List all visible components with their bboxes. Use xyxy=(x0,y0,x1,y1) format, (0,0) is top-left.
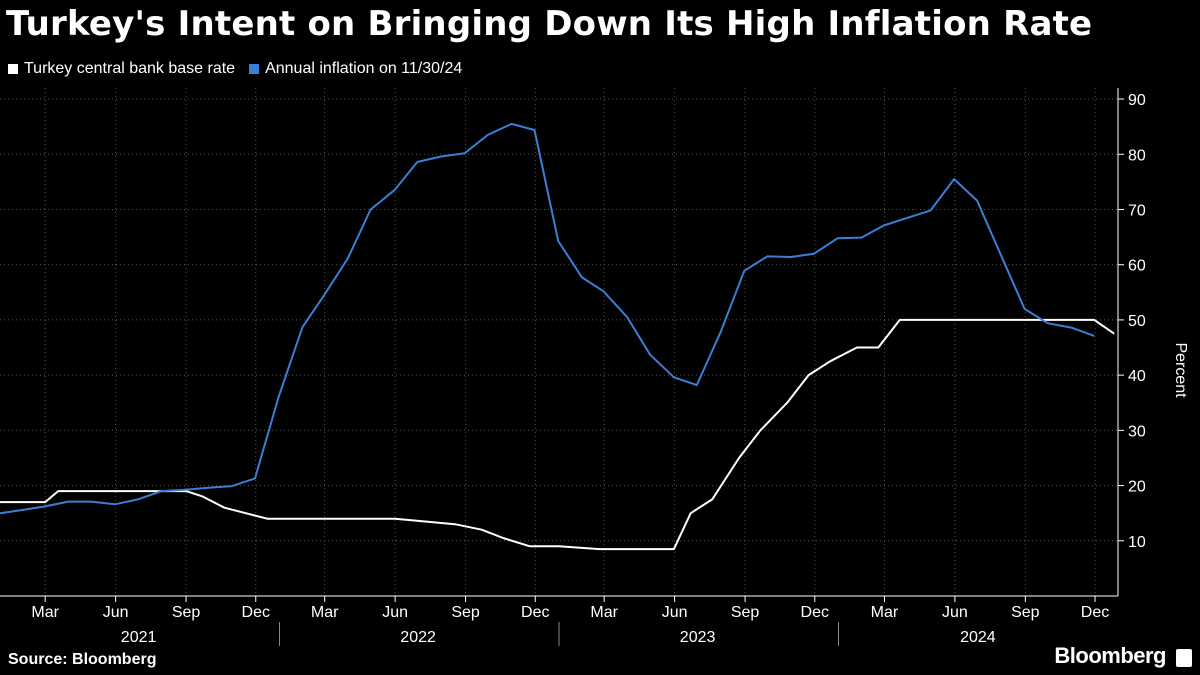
legend-item-base-rate: Turkey central bank base rate xyxy=(8,60,235,78)
x-tick-label: Sep xyxy=(1011,604,1040,621)
y-tick-label: 80 xyxy=(1128,147,1146,164)
source-note: Source: Bloomberg xyxy=(8,651,157,668)
y-tick-label: 30 xyxy=(1128,423,1146,440)
y-tick-label: 70 xyxy=(1128,202,1146,219)
y-tick-label: 20 xyxy=(1128,479,1146,496)
x-tick-label: Dec xyxy=(1081,604,1109,621)
x-year-label: 2023 xyxy=(680,629,716,646)
x-tick-label: Dec xyxy=(242,604,270,621)
x-tick-label: Jun xyxy=(382,604,408,621)
chart-title: Turkey's Intent on Bringing Down Its Hig… xyxy=(6,4,1093,44)
x-tick-label: Dec xyxy=(521,604,549,621)
x-tick-label: Mar xyxy=(31,604,59,621)
base-rate-line xyxy=(0,318,1115,551)
legend: Turkey central bank base rate Annual inf… xyxy=(8,60,462,78)
x-tick-label: Sep xyxy=(172,604,201,621)
legend-item-inflation: Annual inflation on 11/30/24 xyxy=(249,60,462,78)
y-tick-label: 10 xyxy=(1128,534,1146,551)
y-tick-label: 50 xyxy=(1128,313,1146,330)
legend-label-inflation: Annual inflation on 11/30/24 xyxy=(265,60,463,77)
x-year-label: 2022 xyxy=(400,629,436,646)
inflation-line xyxy=(0,122,1095,515)
bloomberg-logo: Bloomberg xyxy=(1054,643,1166,668)
grid-lines xyxy=(0,88,1118,596)
x-tick-label: Dec xyxy=(801,604,829,621)
legend-swatch-inflation xyxy=(249,64,260,74)
legend-swatch-base-rate xyxy=(8,64,18,74)
x-tick-label: Sep xyxy=(451,604,480,621)
x-tick-label: Mar xyxy=(871,604,899,621)
x-tick-label: Mar xyxy=(311,604,339,621)
x-tick-label: Mar xyxy=(590,604,618,621)
bloomberg-terminal-icon xyxy=(1176,649,1192,667)
legend-label-base-rate: Turkey central bank base rate xyxy=(24,60,236,77)
series-lines xyxy=(0,122,1115,551)
y-tick-label: 90 xyxy=(1128,92,1146,109)
x-tick-label: Jun xyxy=(942,604,968,621)
x-tick-label: Sep xyxy=(731,604,760,621)
x-tick-label: Jun xyxy=(662,604,688,621)
axes: 10 20 30 40 50 60 70 80 90 Mar Jun Sep Dec Mar Jun Sep D… xyxy=(0,88,1146,646)
y-tick-label: 40 xyxy=(1128,368,1146,385)
x-year-label: 2024 xyxy=(960,629,996,646)
x-tick-label: Jun xyxy=(103,604,129,621)
y-axis-title: Percent xyxy=(1172,342,1189,398)
x-year-label: 2021 xyxy=(121,629,157,646)
y-tick-label: 60 xyxy=(1128,258,1146,275)
